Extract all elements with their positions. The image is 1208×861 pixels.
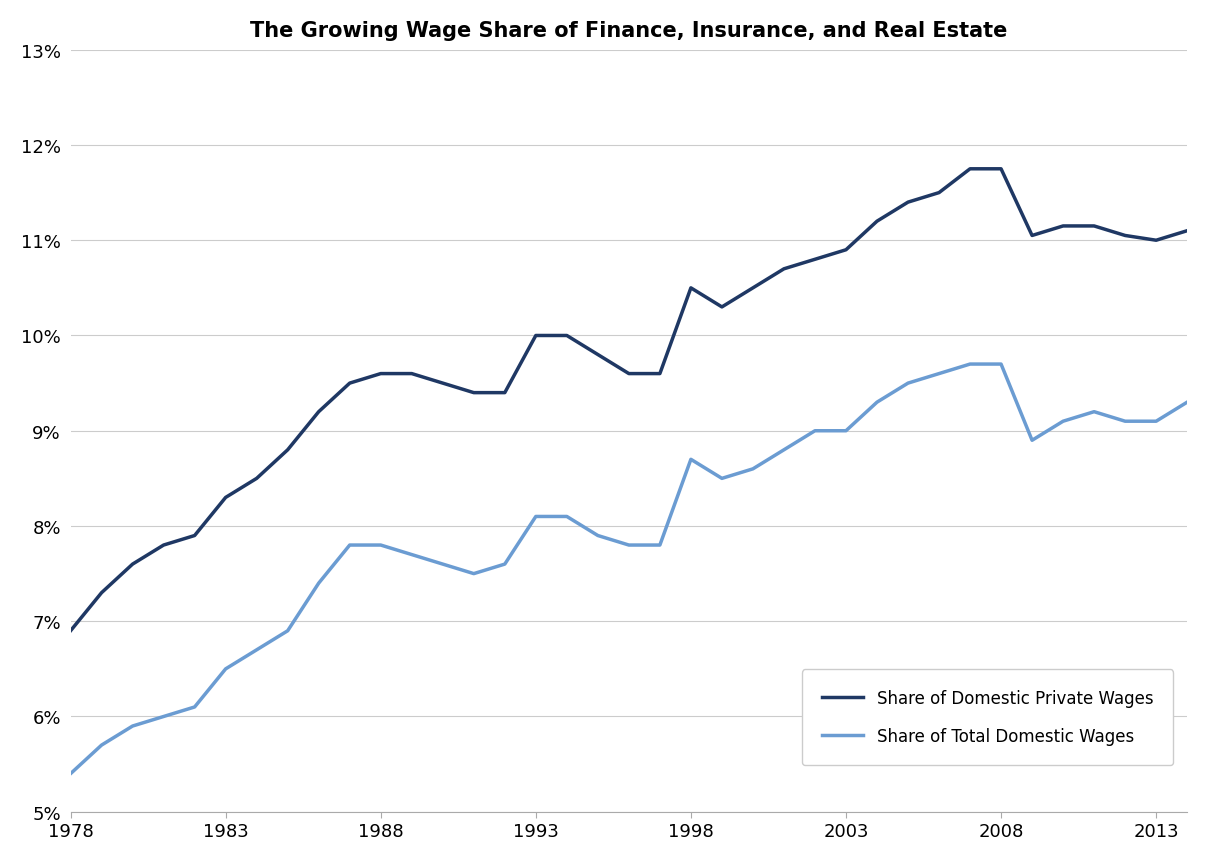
Share of Total Domestic Wages [405,550,419,561]
Share of Total Domestic Wages [1117,417,1132,427]
Share of Total Domestic Wages [745,464,760,474]
Share of Domestic Private Wages [312,407,326,418]
Legend: Share of Domestic Private Wages, Share of Total Domestic Wages: Share of Domestic Private Wages, Share o… [802,670,1173,765]
Share of Total Domestic Wages [156,711,170,722]
Share of Total Domestic Wages [1087,407,1102,418]
Share of Total Domestic Wages [994,360,1009,370]
Share of Domestic Private Wages [591,350,605,360]
Share of Domestic Private Wages [373,369,388,380]
Share of Total Domestic Wages [219,664,233,674]
Share of Domestic Private Wages [963,164,977,175]
Share of Domestic Private Wages [94,588,109,598]
Share of Total Domestic Wages [931,369,946,380]
Share of Domestic Private Wages [249,474,263,484]
Share of Total Domestic Wages [715,474,730,484]
Share of Domestic Private Wages [1087,221,1102,232]
Share of Total Domestic Wages [963,360,977,370]
Share of Total Domestic Wages [466,569,481,579]
Share of Total Domestic Wages [777,445,791,455]
Share of Domestic Private Wages [405,369,419,380]
Share of Domestic Private Wages [715,302,730,313]
Share of Domestic Private Wages [187,530,202,541]
Share of Domestic Private Wages [126,560,140,570]
Share of Domestic Private Wages [652,369,667,380]
Share of Total Domestic Wages [1024,436,1039,446]
Share of Domestic Private Wages [931,189,946,199]
Share of Total Domestic Wages [498,560,512,570]
Share of Total Domestic Wages [838,426,853,437]
Share of Domestic Private Wages [622,369,637,380]
Share of Total Domestic Wages [901,379,916,389]
Share of Total Domestic Wages [1180,398,1195,408]
Share of Total Domestic Wages [1056,417,1070,427]
Share of Domestic Private Wages [498,388,512,399]
Share of Domestic Private Wages [1024,231,1039,241]
Share of Domestic Private Wages [870,217,884,227]
Share of Domestic Private Wages [684,283,698,294]
Line: Share of Domestic Private Wages: Share of Domestic Private Wages [70,170,1187,631]
Share of Domestic Private Wages [1056,221,1070,232]
Share of Total Domestic Wages [591,530,605,541]
Share of Total Domestic Wages [126,721,140,731]
Share of Domestic Private Wages [994,164,1009,175]
Share of Total Domestic Wages [280,626,295,636]
Share of Domestic Private Wages [219,492,233,503]
Share of Total Domestic Wages [94,740,109,751]
Share of Domestic Private Wages [838,245,853,256]
Share of Domestic Private Wages [280,445,295,455]
Share of Total Domestic Wages [684,455,698,465]
Share of Domestic Private Wages [1117,231,1132,241]
Share of Domestic Private Wages [777,264,791,275]
Share of Domestic Private Wages [466,388,481,399]
Share of Domestic Private Wages [436,379,451,389]
Share of Total Domestic Wages [373,540,388,550]
Share of Total Domestic Wages [1149,417,1163,427]
Share of Total Domestic Wages [652,540,667,550]
Line: Share of Total Domestic Wages: Share of Total Domestic Wages [70,365,1187,774]
Share of Total Domestic Wages [559,511,574,522]
Share of Domestic Private Wages [63,626,77,636]
Share of Total Domestic Wages [249,645,263,655]
Share of Domestic Private Wages [1149,236,1163,246]
Share of Domestic Private Wages [808,255,823,265]
Share of Domestic Private Wages [529,331,544,341]
Share of Domestic Private Wages [1180,226,1195,237]
Share of Domestic Private Wages [342,379,356,389]
Share of Total Domestic Wages [63,769,77,779]
Share of Domestic Private Wages [745,283,760,294]
Title: The Growing Wage Share of Finance, Insurance, and Real Estate: The Growing Wage Share of Finance, Insur… [250,21,1007,40]
Share of Domestic Private Wages [156,540,170,550]
Share of Total Domestic Wages [436,560,451,570]
Share of Total Domestic Wages [870,398,884,408]
Share of Total Domestic Wages [808,426,823,437]
Share of Domestic Private Wages [559,331,574,341]
Share of Total Domestic Wages [187,702,202,712]
Share of Total Domestic Wages [529,511,544,522]
Share of Total Domestic Wages [312,579,326,589]
Share of Total Domestic Wages [342,540,356,550]
Share of Total Domestic Wages [622,540,637,550]
Share of Domestic Private Wages [901,198,916,208]
